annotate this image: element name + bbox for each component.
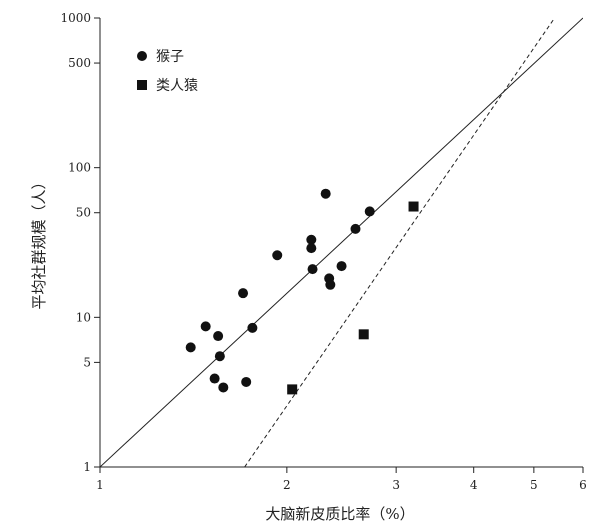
solid-fit-line	[100, 17, 583, 467]
x-tick-label: 1	[96, 478, 104, 492]
legend-circle-marker	[137, 51, 147, 61]
monkey-point	[325, 279, 336, 290]
legend-label: 类人猿	[156, 78, 198, 94]
monkey-point	[209, 373, 220, 384]
y-tick-label: 500	[68, 56, 91, 70]
y-tick-label: 50	[76, 206, 91, 220]
monkey-point	[350, 223, 361, 234]
ape-point	[358, 329, 369, 340]
monkey-point	[200, 321, 211, 332]
x-tick-label: 6	[579, 478, 587, 492]
monkey-point	[336, 261, 347, 272]
x-tick-label: 3	[392, 478, 400, 492]
monkey-point	[185, 342, 196, 353]
monkey-point	[213, 331, 224, 342]
monkey-point	[238, 288, 249, 299]
x-tick-label: 4	[470, 478, 478, 492]
y-tick-label: 5	[83, 355, 91, 369]
monkey-point	[214, 351, 225, 362]
data-points	[185, 188, 419, 395]
legend-square-marker	[137, 80, 147, 90]
y-tick-label: 100	[68, 161, 91, 175]
legend-label: 猴子	[156, 49, 184, 65]
monkey-point	[364, 206, 375, 217]
monkey-point	[307, 264, 318, 275]
axes: 1 5 10 50 100 500 1000 1 2 3 4 5 6	[60, 11, 586, 492]
monkey-point	[306, 234, 317, 245]
monkey-point	[218, 382, 229, 393]
ape-point	[287, 384, 298, 395]
y-axis-label: 平均社群规模（人）	[30, 174, 48, 309]
fit-lines	[100, 17, 583, 467]
monkey-point	[306, 243, 317, 254]
dashed-fit-line	[244, 17, 556, 467]
monkey-point	[241, 376, 252, 387]
y-tick-label: 1	[83, 460, 91, 474]
monkey-point	[272, 250, 283, 261]
x-tick-label: 2	[283, 478, 291, 492]
y-tick-label: 1000	[60, 11, 91, 25]
ape-point	[408, 201, 419, 212]
x-axis-label: 大脑新皮质比率（%）	[265, 505, 414, 523]
monkey-point	[247, 322, 258, 333]
monkey-point	[320, 188, 331, 199]
y-tick-label: 10	[76, 310, 91, 324]
x-tick-label: 5	[530, 478, 538, 492]
